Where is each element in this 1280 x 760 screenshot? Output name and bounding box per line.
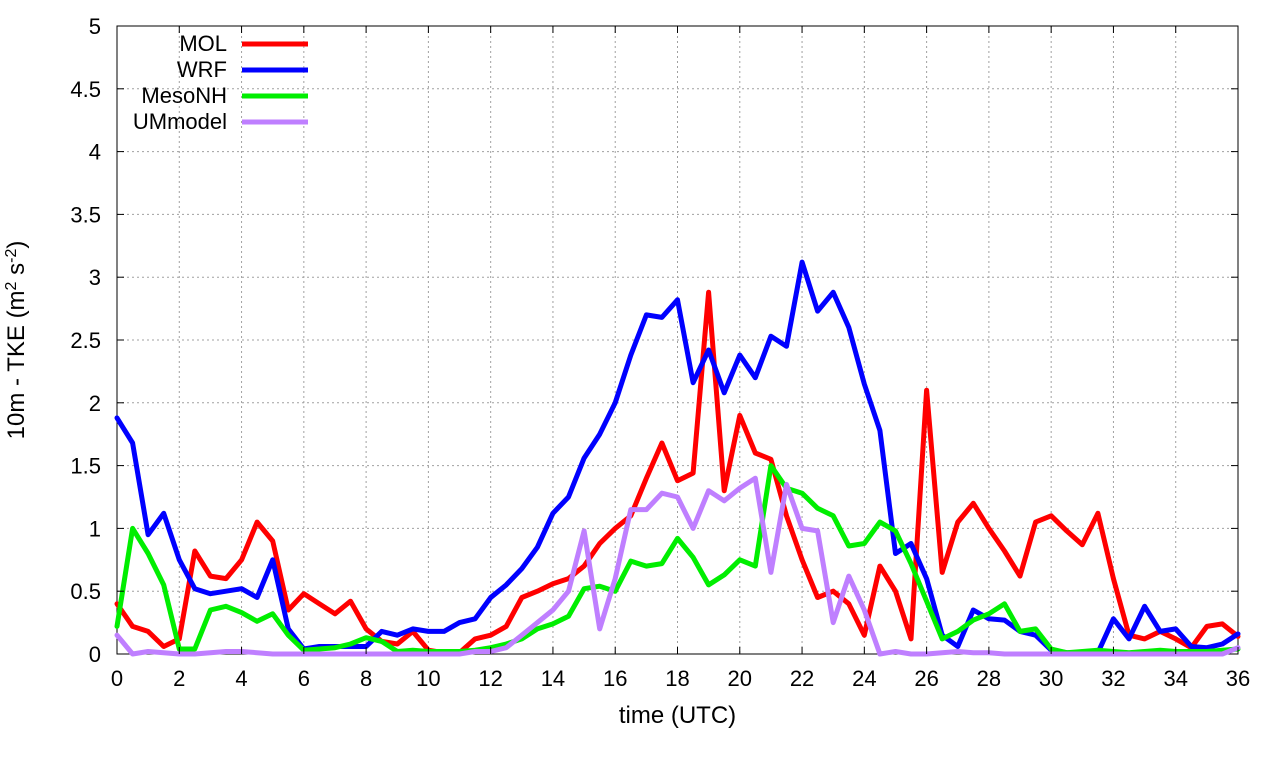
y-tick-label: 1 [89,516,101,541]
x-tick-label: 20 [728,666,752,691]
x-axis-title: time (UTC) [619,702,736,729]
x-tick-label: 4 [235,666,247,691]
series-line-mol [114,289,1241,656]
x-tick-label: 24 [852,666,876,691]
x-tick-label: 2 [173,666,185,691]
x-tick-label: 22 [790,666,814,691]
x-tick-label: 34 [1163,666,1187,691]
y-tick-label: 2 [89,391,101,416]
x-tick-label: 6 [298,666,310,691]
y-tick-label: 3.5 [70,202,101,227]
x-tick-label: 0 [111,666,123,691]
y-axis-ticks: 0 0.5 1 1.5 2 2.5 3 3.5 4 4.5 5 [70,14,1238,667]
legend-label-mol: MOL [179,31,227,56]
y-tick-label: 5 [89,14,101,39]
x-tick-label: 16 [603,666,627,691]
y-axis-title: 10m - TKE (m2 s-2) [3,241,31,440]
x-tick-label: 30 [1039,666,1063,691]
y-tick-label: 2.5 [70,328,101,353]
x-axis-ticks: 0 2 4 6 8 10 12 14 16 18 20 22 24 26 28 30 32 34 36 [111,26,1250,691]
x-tick-label: 28 [977,666,1001,691]
x-tick-label: 32 [1101,666,1125,691]
x-tick-label: 36 [1226,666,1250,691]
x-tick-label: 10 [416,666,440,691]
y-axis-title-sup2: -2 [3,249,20,263]
y-tick-label: 4 [89,140,101,165]
x-tick-label: 26 [914,666,938,691]
x-tick-label: 8 [360,666,372,691]
grid [117,26,1238,654]
x-tick-label: 14 [541,666,565,691]
y-tick-label: 4.5 [70,77,101,102]
y-axis-title-sup1: 2 [3,281,20,290]
y-axis-title-main: 10m - TKE (m [3,290,30,439]
legend-label-ummodel: UMmodel [133,109,227,134]
x-tick-label: 12 [478,666,502,691]
x-tick-label: 18 [665,666,689,691]
y-tick-label: 1.5 [70,454,101,479]
legend-label-wrf: WRF [177,57,227,82]
y-tick-label: 0.5 [70,579,101,604]
y-axis-title-end: ) [3,241,30,249]
y-tick-label: 0 [89,642,101,667]
series-group [114,259,1241,657]
y-tick-label: 3 [89,265,101,290]
legend-label-mesonh: MesoNH [141,83,227,108]
y-axis-title-mid: s [3,263,30,282]
